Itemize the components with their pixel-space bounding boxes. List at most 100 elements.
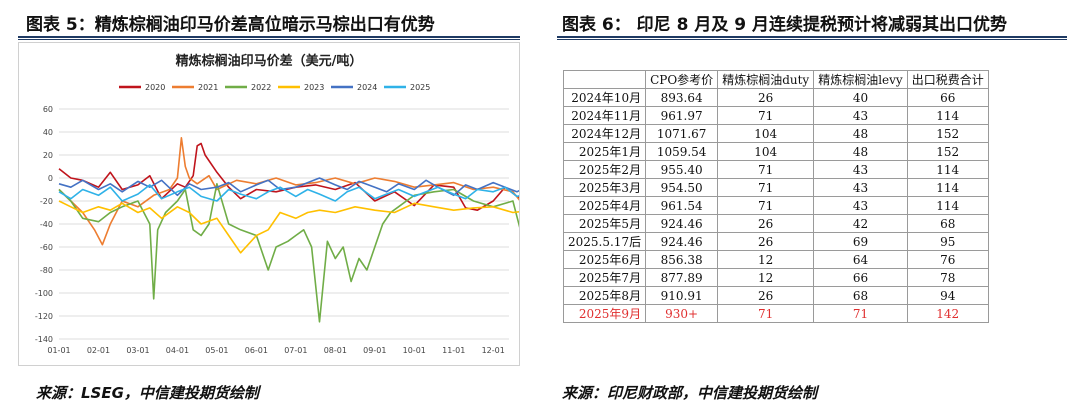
table-row: 2025年4月 961.54 71 43 114	[562, 196, 989, 215]
table-cell: 114	[906, 160, 989, 179]
table-row: 2025年5月 924.46 26 42 68	[562, 214, 989, 233]
grid-lines	[59, 108, 509, 340]
table-cell: 78	[906, 268, 989, 287]
table-row: 2025.5.17后 924.46 26 69 95	[562, 232, 989, 251]
table-cell: 71	[717, 196, 815, 215]
table-cell: 71	[717, 304, 815, 323]
table-cell: 142	[906, 304, 989, 323]
export-tax-table: CPO参考价 精炼棕榈油duty 精炼棕榈油levy 出口税费合计 2024年10月 8…	[562, 70, 989, 323]
export-tax-table-wrap: CPO参考价 精炼棕榈油duty 精炼棕榈油levy 出口税费合计 2024年10月 8…	[562, 70, 989, 323]
table-cell: 48	[813, 124, 908, 143]
table-cell: 12	[717, 268, 815, 287]
table-cell: 43	[813, 106, 908, 125]
legend-label-2021: 2021	[198, 83, 218, 92]
table-cell: 114	[906, 196, 989, 215]
table-cell: 924.46	[645, 214, 719, 233]
table-cell: 26	[717, 232, 815, 251]
y-tick-label: -120	[35, 312, 53, 321]
table-cell: 877.89	[645, 268, 719, 287]
y-tick-label: -100	[35, 289, 53, 298]
table-cell: 76	[906, 250, 989, 269]
table-body: 2024年10月 893.64 26 40 66 2024年11月 961.97 71 43 11…	[562, 88, 989, 323]
right-title-rule-thin	[557, 39, 1067, 40]
row-label: 2025.5.17后	[562, 232, 647, 251]
x-tick-label: 08-01	[324, 346, 347, 355]
table-cell: 64	[813, 250, 908, 269]
series-line-2021	[58, 137, 519, 246]
table-cell: 66	[906, 88, 989, 107]
left-source-note: 来源：LSEG，中信建投期货绘制	[36, 384, 259, 402]
x-tick-label: 07-01	[284, 346, 307, 355]
table-cell: 48	[813, 142, 908, 161]
table-cell: 961.54	[645, 196, 719, 215]
table-row: 2024年12月 1071.67 104 48 152	[562, 124, 989, 143]
table-cell: 924.46	[645, 232, 719, 251]
spread-line-chart: 精炼棕榈油印马价差（美元/吨） 60 40 20 0 -20 -40 -60 -80 -100 -…	[18, 42, 520, 366]
legend-label-2025: 2025	[410, 83, 430, 92]
column-header: 精炼棕榈油levy	[813, 70, 908, 89]
legend-label-2024: 2024	[357, 83, 377, 92]
table-cell: 26	[717, 88, 815, 107]
x-tick-label: 05-01	[205, 346, 228, 355]
y-tick-label: 60	[43, 105, 53, 114]
y-tick-label: 40	[43, 128, 53, 137]
column-header: 出口税费合计	[906, 70, 989, 89]
table-row: 2025年1月 1059.54 104 48 152	[562, 142, 989, 161]
left-panel-title: 图表 5：精炼棕榈油印马价差高位暗示马棕出口有优势	[26, 15, 435, 35]
table-cell: 71	[717, 106, 815, 125]
table-cell: 26	[717, 214, 815, 233]
table-cell: 954.50	[645, 178, 719, 197]
left-title-rule-thin	[18, 39, 520, 40]
legend-label-2020: 2020	[145, 83, 165, 92]
x-tick-label: 04-01	[166, 346, 189, 355]
table-row: 2024年10月 893.64 26 40 66	[562, 88, 989, 107]
table-cell: 104	[717, 142, 815, 161]
y-tick-label: 0	[48, 174, 53, 183]
table-cell: 910.91	[645, 286, 719, 305]
series-line-2020	[58, 142, 519, 211]
series-lines	[58, 137, 519, 323]
table-cell: 26	[717, 286, 815, 305]
right-panel-title: 图表 6： 印尼 8 月及 9 月连续提税预计将减弱其出口优势	[562, 15, 1007, 35]
y-tick-label: -60	[40, 243, 53, 252]
table-cell: 930+	[645, 304, 719, 323]
x-tick-label: 09-01	[363, 346, 386, 355]
x-tick-label: 10-01	[403, 346, 426, 355]
column-header: CPO参考价	[645, 70, 719, 89]
column-header	[562, 70, 647, 89]
row-label: 2024年11月	[562, 106, 647, 125]
series-line-2023	[58, 200, 519, 254]
table-row: 2025年9月 930+ 71 71 142	[562, 304, 989, 323]
row-label: 2025年4月	[562, 196, 647, 215]
row-label: 2025年3月	[562, 178, 647, 197]
legend-label-2022: 2022	[251, 83, 271, 92]
table-cell: 104	[717, 124, 815, 143]
table-cell: 43	[813, 178, 908, 197]
axis-labels: 60 40 20 0 -20 -40 -60 -80 -100 -120 -140 01-01 02-0…	[35, 105, 505, 355]
table-cell: 68	[906, 214, 989, 233]
table-cell: 71	[813, 304, 908, 323]
x-tick-label: 06-01	[245, 346, 268, 355]
table-cell: 71	[717, 178, 815, 197]
column-header: 精炼棕榈油duty	[717, 70, 815, 89]
table-cell: 43	[813, 196, 908, 215]
table-cell: 955.40	[645, 160, 719, 179]
x-tick-label: 12-01	[482, 346, 505, 355]
y-tick-label: -20	[40, 197, 53, 206]
y-tick-label: 20	[43, 151, 53, 160]
table-cell: 152	[906, 142, 989, 161]
chart-title: 精炼棕榈油印马价差（美元/吨）	[176, 53, 363, 69]
row-label: 2025年2月	[562, 160, 647, 179]
table-cell: 1071.67	[645, 124, 719, 143]
table-cell: 69	[813, 232, 908, 251]
table-cell: 856.38	[645, 250, 719, 269]
table-cell: 961.97	[645, 106, 719, 125]
table-cell: 94	[906, 286, 989, 305]
table-row: 2025年3月 954.50 71 43 114	[562, 178, 989, 197]
table-cell: 40	[813, 88, 908, 107]
chart-svg: 精炼棕榈油印马价差（美元/吨） 60 40 20 0 -20 -40 -60 -80 -100 -…	[35, 53, 519, 355]
left-title-rule	[18, 36, 520, 38]
y-tick-label: -80	[40, 266, 53, 275]
table-cell: 42	[813, 214, 908, 233]
table-row: 2025年8月 910.91 26 68 94	[562, 286, 989, 305]
